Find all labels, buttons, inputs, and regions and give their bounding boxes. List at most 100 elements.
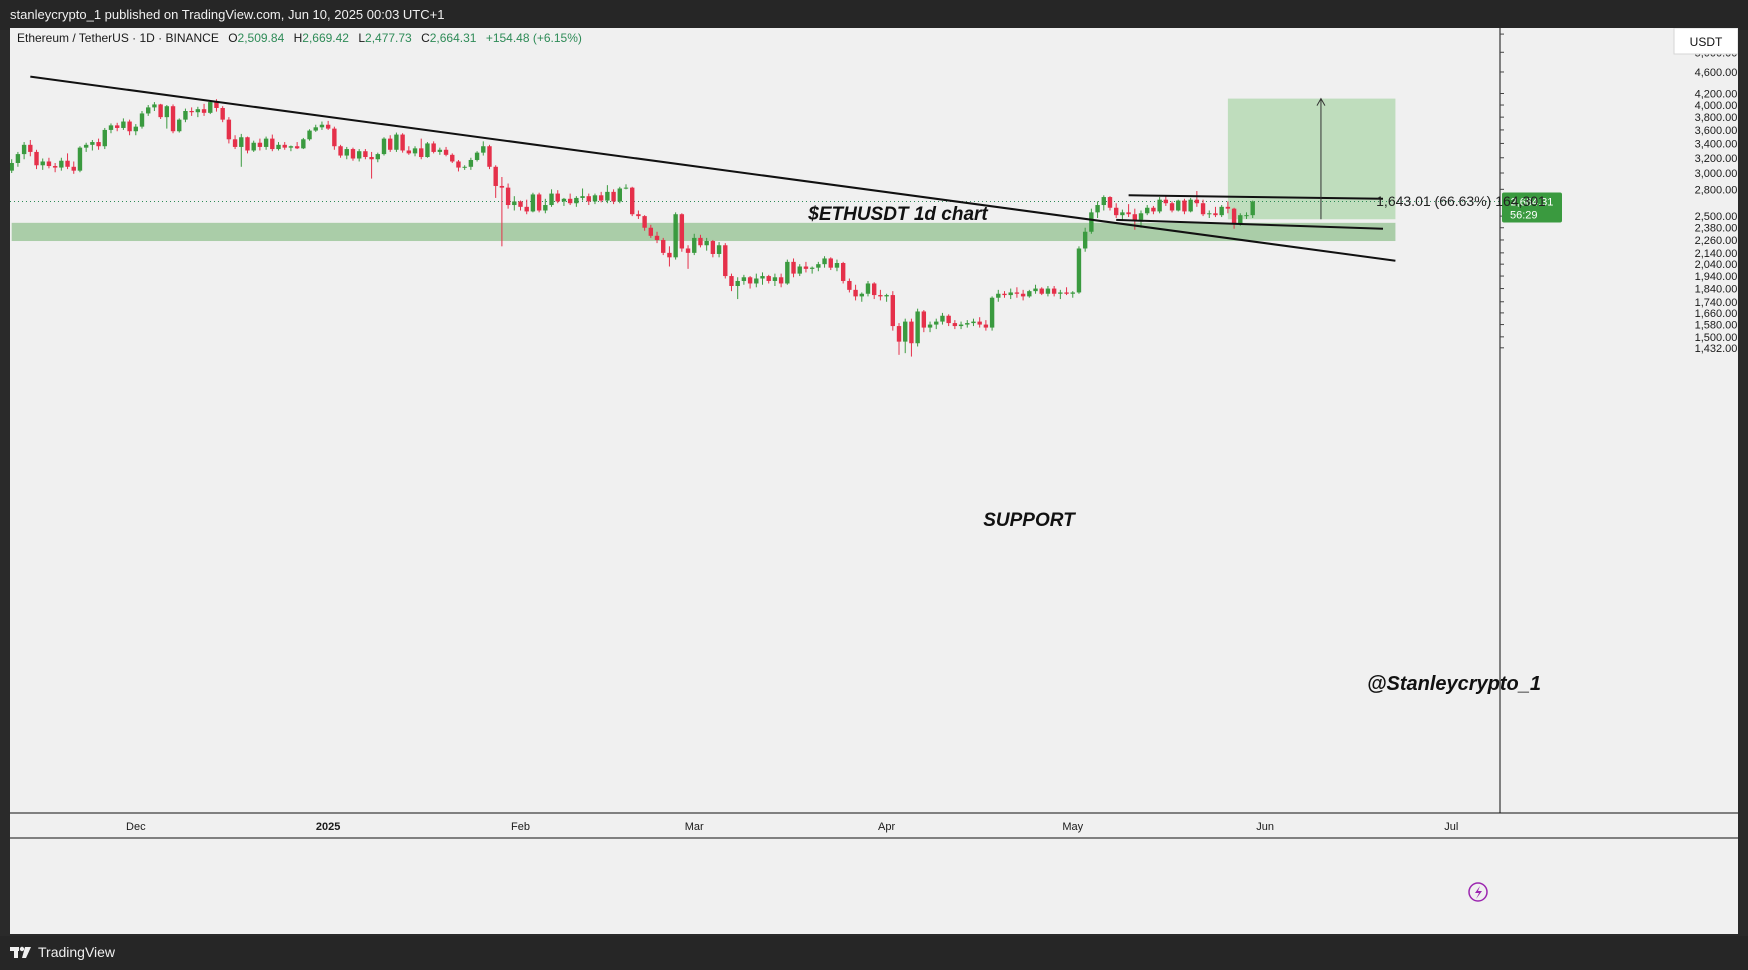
candle-body bbox=[1014, 292, 1020, 294]
price-tick-label: 1,500.00 bbox=[1695, 332, 1738, 344]
candle-body bbox=[698, 237, 703, 246]
candle bbox=[40, 158, 45, 170]
candle bbox=[1157, 197, 1162, 214]
candle bbox=[388, 135, 393, 152]
candle bbox=[1176, 199, 1181, 212]
price-axis: 5,400.005,000.004,600.004,200.004,000.00… bbox=[1499, 28, 1738, 838]
currency-label: USDT bbox=[1690, 35, 1723, 49]
candle bbox=[34, 149, 39, 170]
candle-body bbox=[816, 264, 821, 268]
candle bbox=[809, 266, 815, 274]
candle-body bbox=[9, 162, 14, 171]
candle bbox=[481, 141, 486, 156]
measure-label[interactable]: 1,643.01 (66.63%) 164,301 bbox=[1376, 193, 1546, 209]
candle bbox=[636, 210, 641, 219]
candle bbox=[183, 108, 188, 123]
price-tick-label: 1,840.00 bbox=[1695, 284, 1738, 296]
candle-body bbox=[859, 293, 864, 297]
support-zone bbox=[11, 222, 1396, 242]
candle-body bbox=[685, 248, 691, 253]
chart-title-annotation[interactable]: $ETHUSDT 1d chart bbox=[807, 204, 988, 225]
candle-body bbox=[1027, 291, 1032, 297]
candle bbox=[971, 318, 976, 327]
low-label: L bbox=[358, 31, 365, 45]
chart-svg[interactable]: 5,400.005,000.004,600.004,200.004,000.00… bbox=[9, 27, 1739, 934]
candle bbox=[96, 138, 101, 150]
candle-body bbox=[1225, 206, 1231, 209]
candle bbox=[152, 102, 157, 112]
candle-body bbox=[170, 106, 176, 132]
symbol-legend[interactable]: Ethereum / TetherUS · 1D · BINANCE O2,50… bbox=[17, 31, 582, 45]
candle-body bbox=[1020, 293, 1026, 297]
candle-body bbox=[1151, 207, 1156, 212]
candle-body bbox=[679, 214, 685, 249]
footer-brand: TradingView bbox=[38, 944, 116, 960]
candle bbox=[828, 257, 833, 271]
candle bbox=[1014, 287, 1020, 298]
candle-body bbox=[363, 151, 368, 158]
candle-body bbox=[673, 214, 678, 258]
candle bbox=[77, 146, 83, 173]
candle bbox=[319, 121, 325, 130]
candle-body bbox=[77, 147, 83, 171]
candle bbox=[431, 141, 436, 154]
candle-body bbox=[245, 137, 250, 151]
candle bbox=[263, 136, 269, 150]
candle bbox=[1207, 210, 1212, 219]
candle-body bbox=[1169, 203, 1175, 211]
candle-body bbox=[121, 121, 126, 128]
flag-upper-line bbox=[1128, 194, 1384, 200]
candle-body bbox=[971, 321, 976, 324]
candle bbox=[704, 237, 709, 251]
candle bbox=[1200, 199, 1206, 217]
candle-body bbox=[1200, 203, 1206, 215]
candle bbox=[369, 151, 374, 179]
high-value: 2,669.42 bbox=[302, 31, 349, 45]
candle-body bbox=[704, 241, 709, 246]
candle bbox=[723, 243, 728, 279]
candle-body bbox=[220, 107, 225, 120]
candle-body bbox=[394, 134, 399, 150]
candle-body bbox=[52, 166, 58, 168]
candle bbox=[667, 246, 672, 267]
candle-body bbox=[716, 245, 722, 254]
candle-body bbox=[1194, 199, 1200, 204]
candle bbox=[46, 157, 52, 169]
candle-body bbox=[1064, 292, 1069, 294]
candle bbox=[772, 273, 778, 287]
candle bbox=[468, 157, 474, 170]
candle-layer bbox=[9, 99, 1255, 357]
candle bbox=[630, 186, 635, 217]
candle-body bbox=[294, 146, 300, 149]
candle bbox=[1045, 286, 1051, 297]
candle-body bbox=[1002, 293, 1007, 296]
candle-body bbox=[34, 151, 39, 166]
candle bbox=[1225, 201, 1231, 214]
chart-background bbox=[10, 28, 1738, 934]
candle bbox=[108, 123, 114, 134]
candle bbox=[257, 138, 263, 151]
candle-body bbox=[400, 134, 405, 151]
tradingview-logo[interactable]: TradingView bbox=[10, 944, 115, 960]
candle bbox=[195, 106, 201, 118]
candle-body bbox=[189, 111, 194, 113]
candle-body bbox=[83, 144, 89, 148]
candle-body bbox=[350, 149, 356, 159]
candle-body bbox=[319, 124, 325, 128]
support-label[interactable]: SUPPORT bbox=[983, 510, 1076, 531]
candle-body bbox=[493, 166, 498, 186]
candle bbox=[270, 134, 275, 152]
watermark-annotation[interactable]: @Stanleycrypto_1 bbox=[1367, 673, 1541, 695]
time-tick-label: Mar bbox=[685, 821, 704, 833]
candle-body bbox=[313, 127, 318, 131]
candle-body bbox=[1070, 292, 1075, 294]
candle-body bbox=[1126, 212, 1131, 215]
candle-body bbox=[388, 138, 393, 150]
flash-icon[interactable] bbox=[1468, 882, 1488, 902]
candle bbox=[59, 157, 64, 171]
candle bbox=[692, 233, 697, 256]
candle-body bbox=[828, 258, 833, 268]
open-value: 2,509.84 bbox=[238, 31, 285, 45]
currency-button[interactable]: USDT bbox=[1673, 27, 1739, 55]
candle bbox=[170, 104, 176, 134]
